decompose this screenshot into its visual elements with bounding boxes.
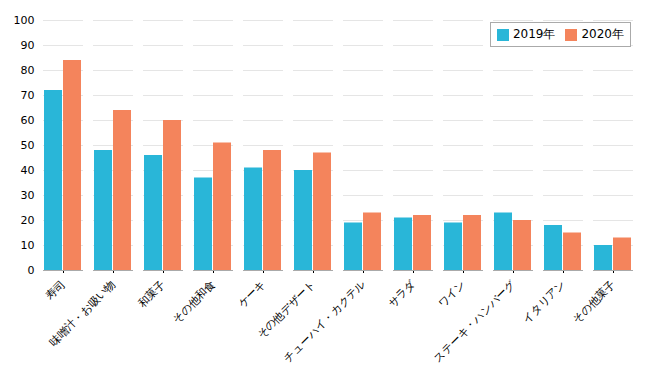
svg-text:20: 20	[21, 214, 35, 227]
svg-text:100: 100	[14, 14, 35, 27]
svg-text:40: 40	[21, 164, 35, 177]
svg-text:ワイン: ワイン	[436, 278, 469, 311]
svg-text:その他和食: その他和食	[170, 278, 218, 326]
html-text:2019年: 2019年	[512, 27, 556, 41]
svg-text:60: 60	[21, 114, 35, 127]
svg-text:チューハイ・カクテル: チューハイ・カクテル	[281, 278, 368, 365]
svg-text:30: 30	[21, 189, 35, 202]
svg-text:ステーキ・ハンバーグ: ステーキ・ハンバーグ	[431, 277, 519, 365]
svg-text:10: 10	[21, 239, 35, 252]
html-text:2020年: 2020年	[581, 27, 624, 41]
svg-text:サラダ: サラダ	[386, 277, 419, 310]
svg-text:寿司: 寿司	[43, 278, 68, 303]
svg-text:0: 0	[28, 264, 35, 277]
svg-text:ケーキ: ケーキ	[236, 278, 269, 311]
svg-text:イタリアン: イタリアン	[520, 278, 568, 326]
svg-text:味噌汁・お吸い物: 味噌汁・お吸い物	[47, 278, 118, 349]
svg-text:70: 70	[21, 89, 35, 102]
svg-text:その他菓子: その他菓子	[570, 278, 618, 326]
svg-text:80: 80	[21, 64, 35, 77]
svg-text:90: 90	[21, 39, 35, 52]
svg-text:その他デザート: その他デザート	[254, 277, 319, 342]
svg-text:和菓子: 和菓子	[136, 278, 169, 311]
svg-text:50: 50	[21, 139, 35, 152]
